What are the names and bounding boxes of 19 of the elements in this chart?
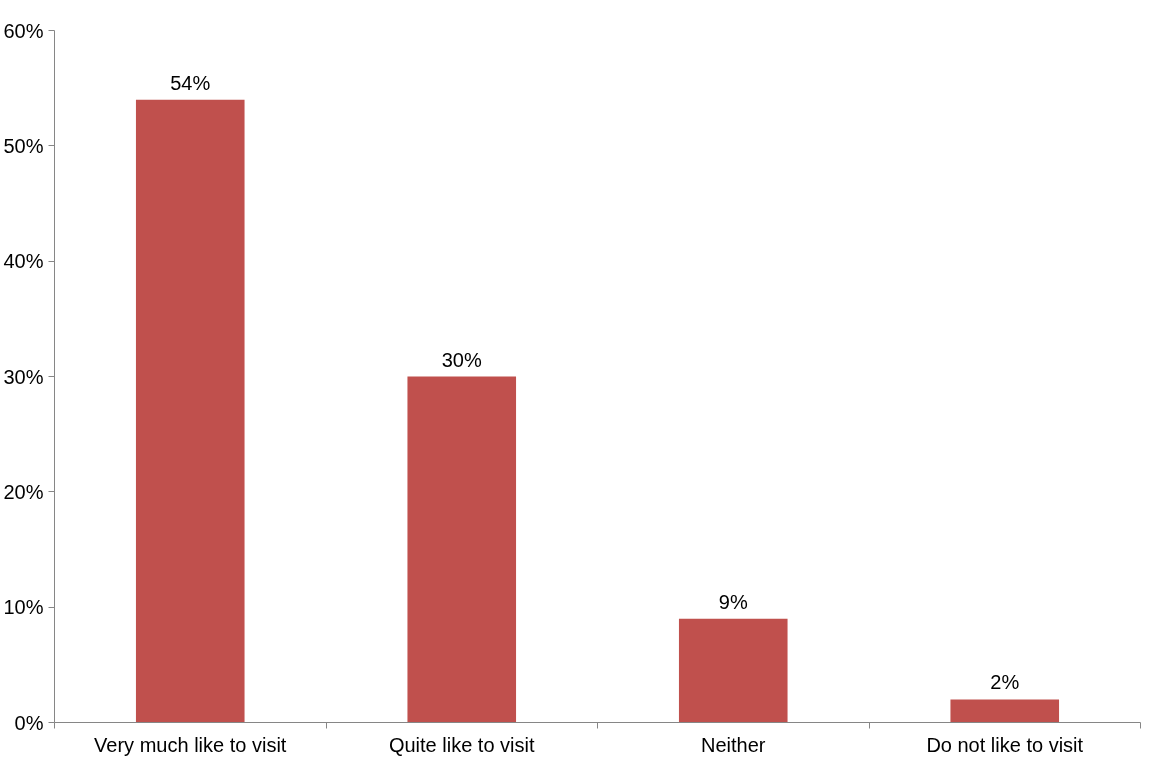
data-label: 2% bbox=[990, 671, 1020, 694]
y-tick-label: 0% bbox=[14, 711, 44, 734]
y-tick-label: 60% bbox=[3, 19, 44, 42]
bar bbox=[678, 618, 788, 723]
bar bbox=[407, 376, 517, 723]
x-tick-label: Quite like to visit bbox=[388, 733, 535, 756]
y-tick-label: 50% bbox=[3, 134, 44, 157]
y-tick-label: 30% bbox=[3, 365, 44, 388]
bar bbox=[950, 699, 1060, 723]
x-tick-label: Do not like to visit bbox=[926, 733, 1084, 756]
data-label: 54% bbox=[170, 71, 211, 94]
y-tick-label: 40% bbox=[3, 250, 44, 273]
data-label: 30% bbox=[441, 348, 482, 371]
bar bbox=[135, 99, 245, 723]
x-tick-label: Neither bbox=[701, 733, 766, 756]
data-label: 9% bbox=[718, 590, 748, 613]
y-tick-label: 10% bbox=[3, 596, 44, 619]
y-tick-label: 20% bbox=[3, 480, 44, 503]
x-tick-label: Very much like to visit bbox=[94, 733, 287, 756]
